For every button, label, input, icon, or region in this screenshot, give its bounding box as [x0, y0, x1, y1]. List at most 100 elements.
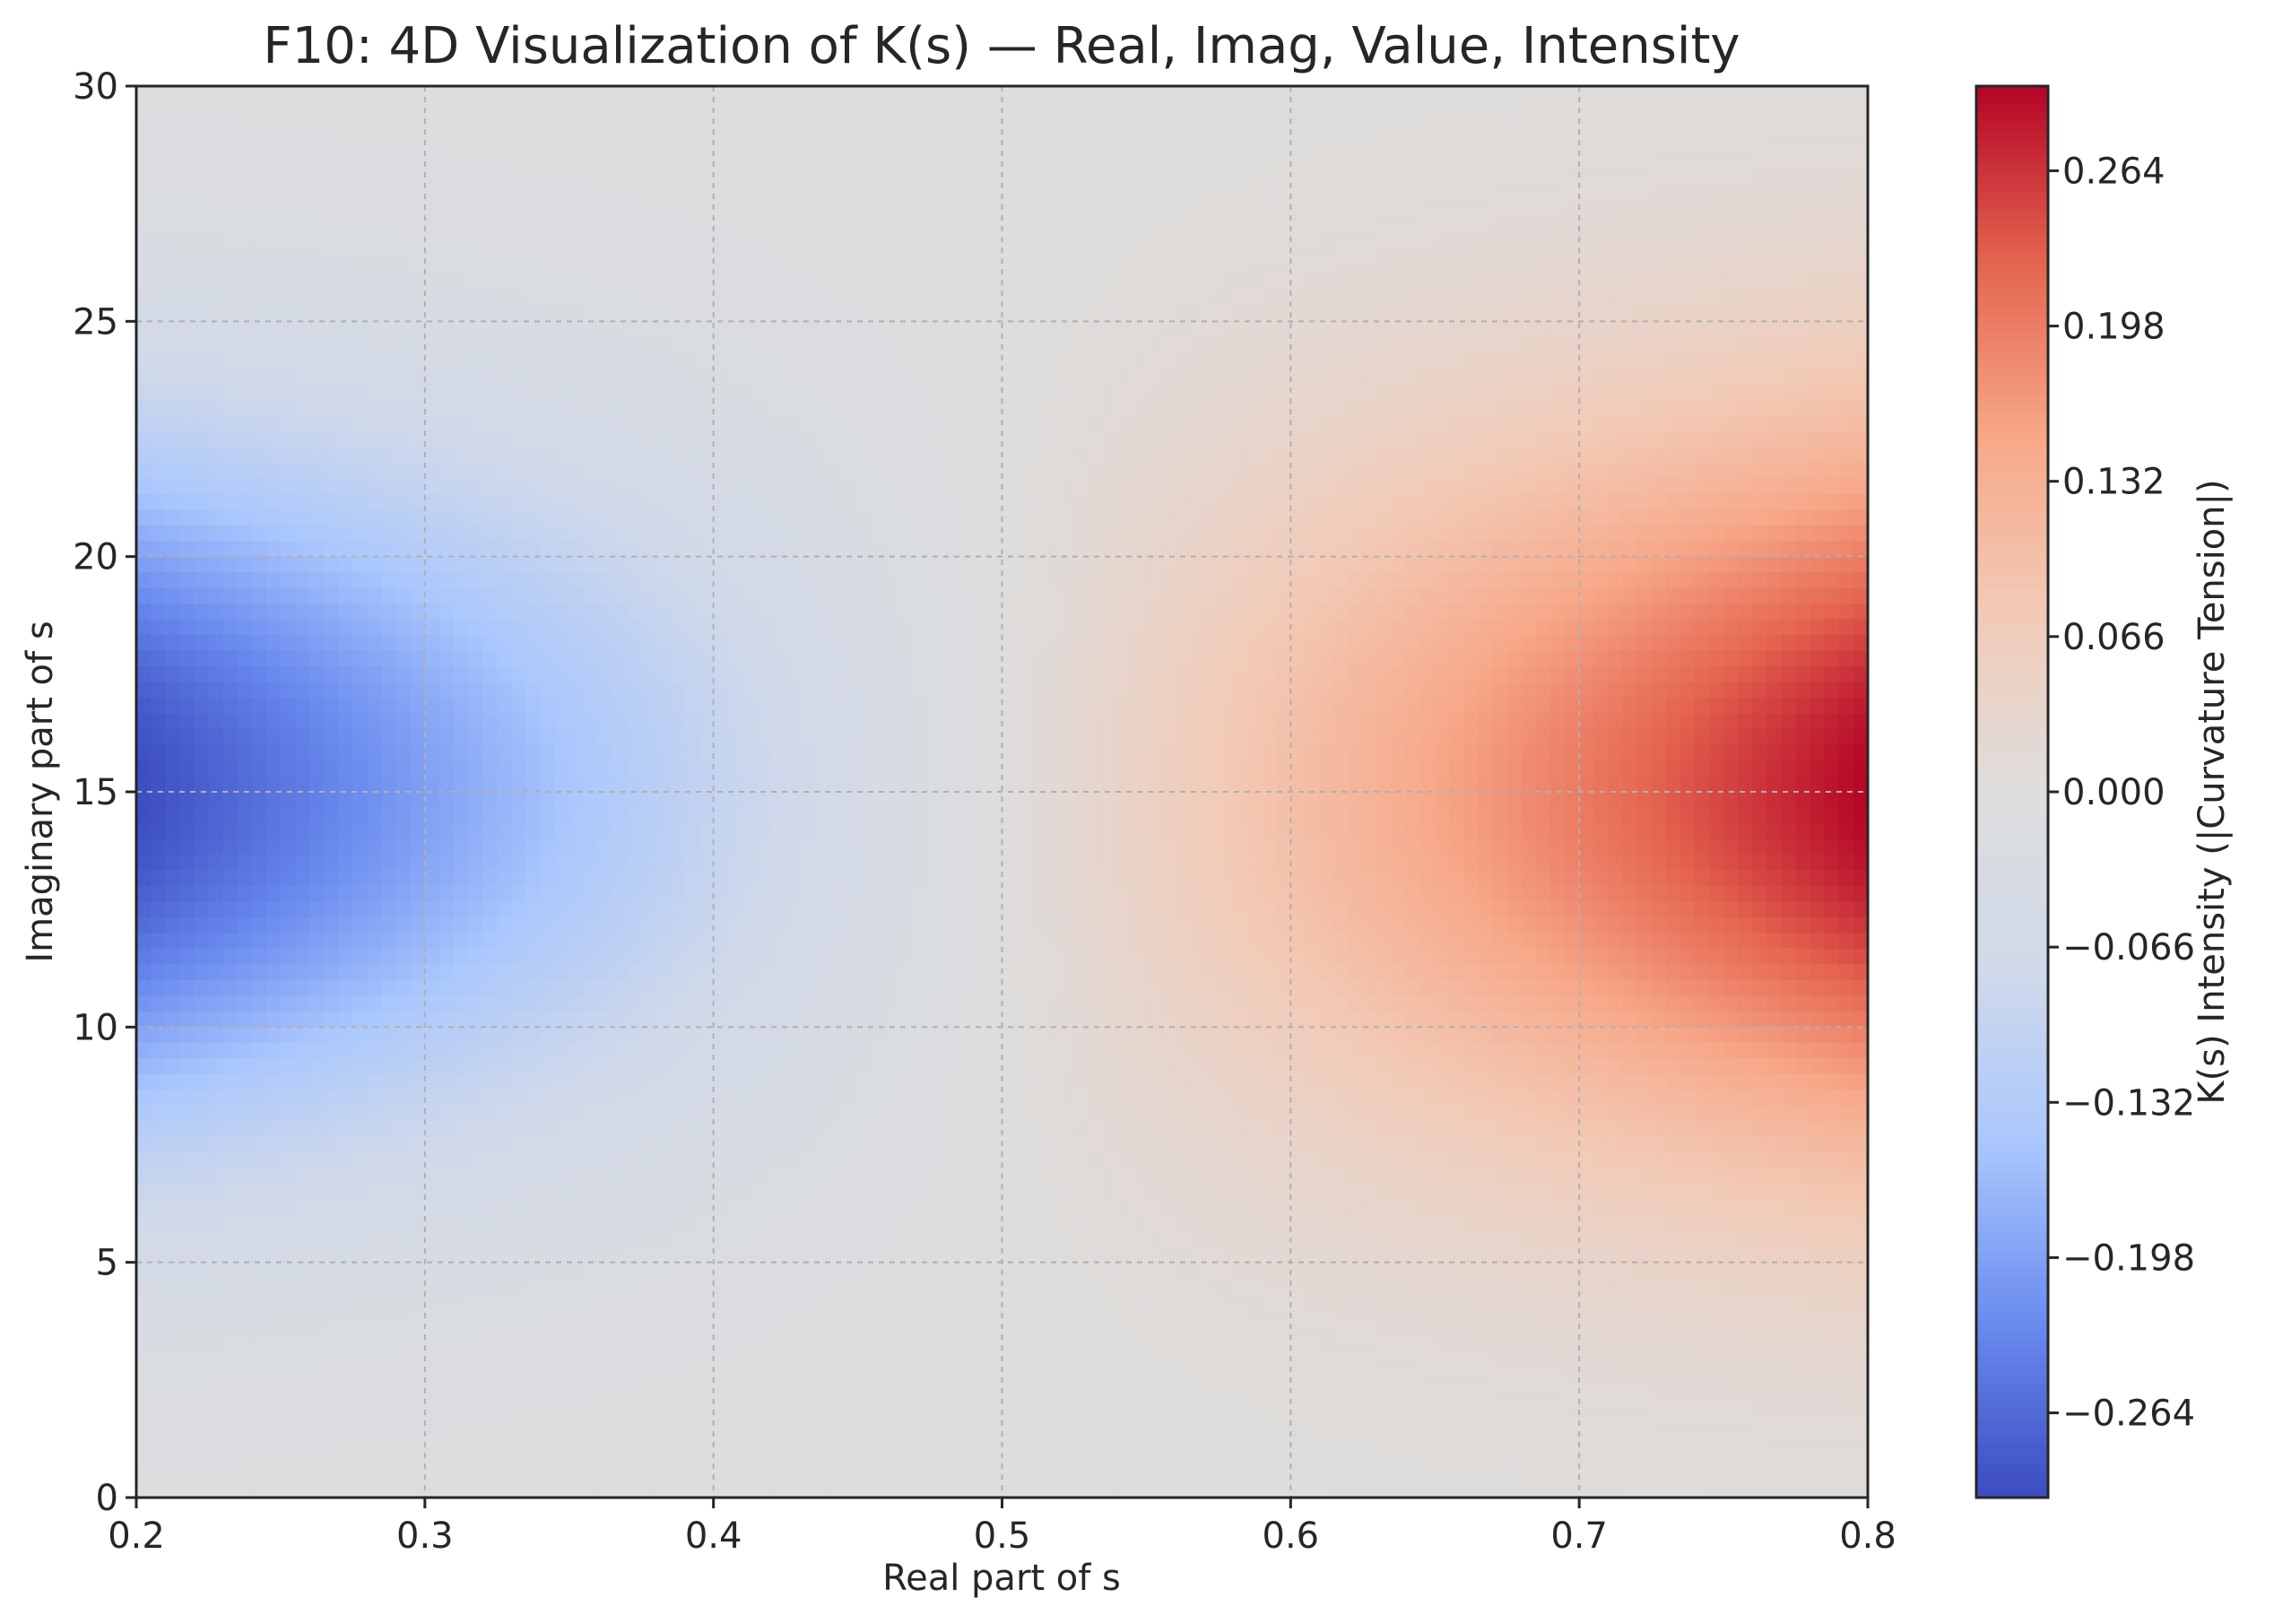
- heatmap-cell: [829, 1481, 845, 1498]
- heatmap-cell: [525, 1215, 542, 1232]
- heatmap-cell: [612, 336, 628, 354]
- heatmap-cell: [454, 650, 469, 667]
- heatmap-cell: [525, 509, 542, 526]
- heatmap-cell: [742, 1215, 758, 1232]
- heatmap-cell: [165, 447, 181, 464]
- heatmap-cell: [785, 619, 802, 636]
- heatmap-cell: [771, 838, 786, 855]
- heatmap-cell: [771, 572, 786, 589]
- heatmap-cell: [829, 1121, 845, 1138]
- heatmap-cell: [699, 933, 715, 950]
- heatmap-cell: [886, 430, 902, 448]
- heatmap-cell: [265, 305, 282, 323]
- heatmap-cell: [136, 384, 152, 401]
- heatmap-cell: [727, 148, 743, 166]
- heatmap-cell: [641, 713, 657, 730]
- heatmap-cell: [627, 227, 643, 244]
- heatmap-cell: [237, 462, 253, 480]
- heatmap-cell: [179, 1435, 195, 1452]
- heatmap-cell: [410, 179, 426, 197]
- heatmap-cell: [785, 776, 802, 793]
- heatmap-cell: [670, 1184, 686, 1201]
- heatmap-cell: [568, 1435, 585, 1452]
- heatmap-cell: [597, 1387, 613, 1404]
- heatmap-cell: [222, 760, 239, 777]
- heatmap-cell: [670, 447, 686, 464]
- heatmap-cell: [597, 619, 613, 636]
- heatmap-cell: [309, 979, 325, 997]
- heatmap-cell: [338, 179, 354, 197]
- heatmap-cell: [352, 86, 369, 103]
- heatmap-cell: [900, 399, 916, 417]
- heatmap-cell: [641, 211, 657, 229]
- heatmap-cell: [237, 1011, 253, 1029]
- heatmap-cell: [395, 948, 412, 966]
- heatmap-cell: [194, 979, 210, 997]
- heatmap-cell: [699, 1387, 715, 1404]
- heatmap-cell: [454, 729, 469, 746]
- heatmap-cell: [583, 948, 599, 966]
- heatmap-cell: [742, 1403, 758, 1420]
- heatmap-cell: [655, 1168, 672, 1185]
- heatmap-cell: [367, 1090, 383, 1107]
- heatmap-cell: [727, 901, 743, 918]
- heatmap-cell: [713, 995, 729, 1012]
- heatmap-cell: [670, 587, 686, 604]
- heatmap-cell: [454, 1136, 469, 1154]
- heatmap-cell: [554, 493, 570, 510]
- heatmap-cell: [597, 86, 613, 103]
- heatmap-cell: [295, 635, 310, 652]
- heatmap-cell: [237, 430, 253, 448]
- heatmap-cell: [670, 682, 686, 699]
- heatmap-cell: [482, 541, 499, 558]
- heatmap-cell: [627, 321, 643, 338]
- heatmap-cell: [352, 493, 369, 510]
- heatmap-cell: [742, 760, 758, 777]
- heatmap-cell: [208, 792, 224, 809]
- heatmap-cell: [222, 415, 239, 432]
- heatmap-cell: [713, 979, 729, 997]
- heatmap-cell: [843, 556, 859, 573]
- heatmap-cell: [727, 164, 743, 181]
- heatmap-cell: [554, 148, 570, 166]
- heatmap-cell: [540, 619, 556, 636]
- heatmap-cell: [814, 179, 830, 197]
- heatmap-cell: [237, 1466, 253, 1483]
- heatmap-cell: [251, 384, 267, 401]
- heatmap-cell: [352, 430, 369, 448]
- heatmap-cell: [454, 1090, 469, 1107]
- heatmap-cell: [251, 604, 267, 621]
- heatmap-cell: [900, 1419, 916, 1436]
- heatmap-cell: [208, 290, 224, 307]
- heatmap-cell: [280, 211, 296, 229]
- heatmap-cell: [395, 211, 412, 229]
- heatmap-cell: [756, 541, 772, 558]
- heatmap-cell: [857, 462, 873, 480]
- heatmap-cell: [915, 148, 931, 166]
- heatmap-cell: [309, 604, 325, 621]
- heatmap-cell: [785, 1435, 802, 1452]
- heatmap-cell: [540, 635, 556, 652]
- heatmap-cell: [424, 901, 440, 918]
- heatmap-cell: [872, 822, 888, 840]
- heatmap-cell: [525, 1309, 542, 1326]
- heatmap-cell: [583, 290, 599, 307]
- heatmap-cell: [179, 1027, 195, 1044]
- heatmap-cell: [265, 1262, 282, 1279]
- heatmap-cell: [915, 101, 931, 118]
- heatmap-cell: [568, 227, 585, 244]
- heatmap-cell: [251, 650, 267, 667]
- heatmap-cell: [771, 1356, 786, 1373]
- heatmap-cell: [482, 1105, 499, 1123]
- heatmap-cell: [194, 493, 210, 510]
- heatmap-cell: [583, 1309, 599, 1326]
- heatmap-cell: [454, 948, 469, 966]
- heatmap-cell: [771, 1105, 786, 1123]
- heatmap-cell: [482, 211, 499, 229]
- heatmap-cell: [324, 368, 340, 386]
- heatmap-cell: [237, 587, 253, 604]
- heatmap-cell: [900, 1293, 916, 1310]
- heatmap-cell: [554, 604, 570, 621]
- heatmap-cell: [151, 399, 166, 417]
- heatmap-cell: [612, 1246, 628, 1264]
